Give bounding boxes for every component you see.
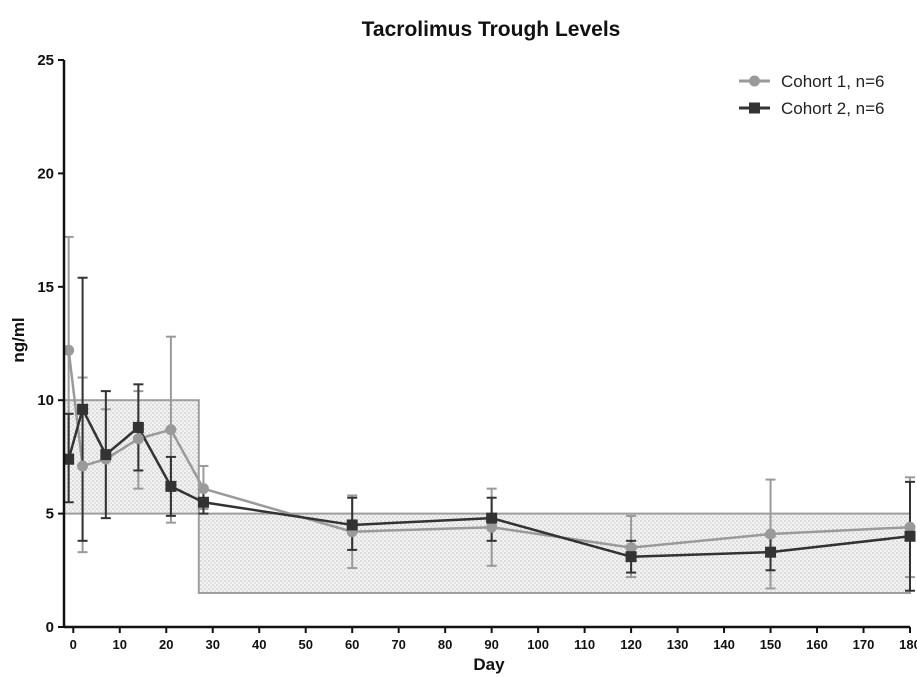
legend-item-cohort-1: Cohort 1, n=6 xyxy=(739,72,885,91)
data-point xyxy=(165,424,177,436)
data-point xyxy=(132,433,144,445)
x-tick-label: 110 xyxy=(574,637,595,652)
x-tick-labels: 0 10 20 30 40 50 60 70 80 90 100 110 120 130 140 150 160… xyxy=(70,637,917,652)
data-point xyxy=(132,421,144,433)
data-point xyxy=(625,542,637,554)
data-point xyxy=(765,546,777,558)
x-tick-label: 160 xyxy=(806,637,828,652)
legend-swatch-marker xyxy=(749,75,760,87)
data-point xyxy=(197,483,209,495)
x-axis-label: Day xyxy=(473,655,505,674)
data-point xyxy=(486,512,498,524)
x-tick-label: 180 xyxy=(899,637,917,652)
x-tick-label: 140 xyxy=(713,637,735,652)
data-markers xyxy=(63,344,916,563)
x-tick-label: 120 xyxy=(620,637,642,652)
y-tick-label: 10 xyxy=(37,392,54,409)
x-tick-label: 10 xyxy=(113,637,127,652)
legend-swatch-marker xyxy=(749,102,760,114)
x-tick-label: 130 xyxy=(667,637,689,652)
y-tick-label: 5 xyxy=(46,506,54,523)
target-range-2 xyxy=(197,512,912,594)
x-tick-label: 20 xyxy=(159,637,173,652)
x-tick-label: 50 xyxy=(298,637,312,652)
data-point xyxy=(904,521,916,533)
legend: Cohort 1, n=6 Cohort 2, n=6 xyxy=(739,72,885,118)
data-point xyxy=(165,480,177,492)
y-tick-label: 15 xyxy=(37,279,54,296)
x-tick-label: 170 xyxy=(853,637,875,652)
x-tick-label: 90 xyxy=(484,637,498,652)
y-axis-label: ng/ml xyxy=(9,317,28,362)
legend-label: Cohort 2, n=6 xyxy=(781,99,885,118)
y-tick-label: 0 xyxy=(46,619,54,636)
data-point xyxy=(625,551,637,563)
y-tick-labels: 0 5 10 15 20 25 xyxy=(37,52,54,636)
data-point xyxy=(346,519,358,531)
y-tick-label: 20 xyxy=(37,165,54,182)
axes xyxy=(58,59,911,633)
legend-item-cohort-2: Cohort 2, n=6 xyxy=(739,99,885,118)
data-point xyxy=(486,521,498,533)
data-point xyxy=(77,460,89,472)
target-range-1 xyxy=(63,399,200,515)
x-tick-label: 30 xyxy=(206,637,220,652)
x-tick-label: 70 xyxy=(391,637,405,652)
data-point xyxy=(63,453,75,465)
target-ranges xyxy=(63,399,912,594)
x-tick-label: 100 xyxy=(527,637,549,652)
data-point xyxy=(197,496,209,508)
legend-label: Cohort 1, n=6 xyxy=(781,72,885,91)
data-point xyxy=(100,449,112,461)
x-tick-label: 0 xyxy=(70,637,77,652)
x-tick-label: 60 xyxy=(345,637,359,652)
data-point xyxy=(765,528,777,540)
x-tick-label: 150 xyxy=(760,637,782,652)
data-point xyxy=(63,344,75,356)
y-tick-label: 25 xyxy=(37,52,54,69)
x-tick-label: 80 xyxy=(438,637,452,652)
data-point xyxy=(77,403,89,415)
data-point xyxy=(904,530,916,542)
x-tick-label: 40 xyxy=(252,637,266,652)
chart-title: Tacrolimus Trough Levels xyxy=(362,18,621,41)
